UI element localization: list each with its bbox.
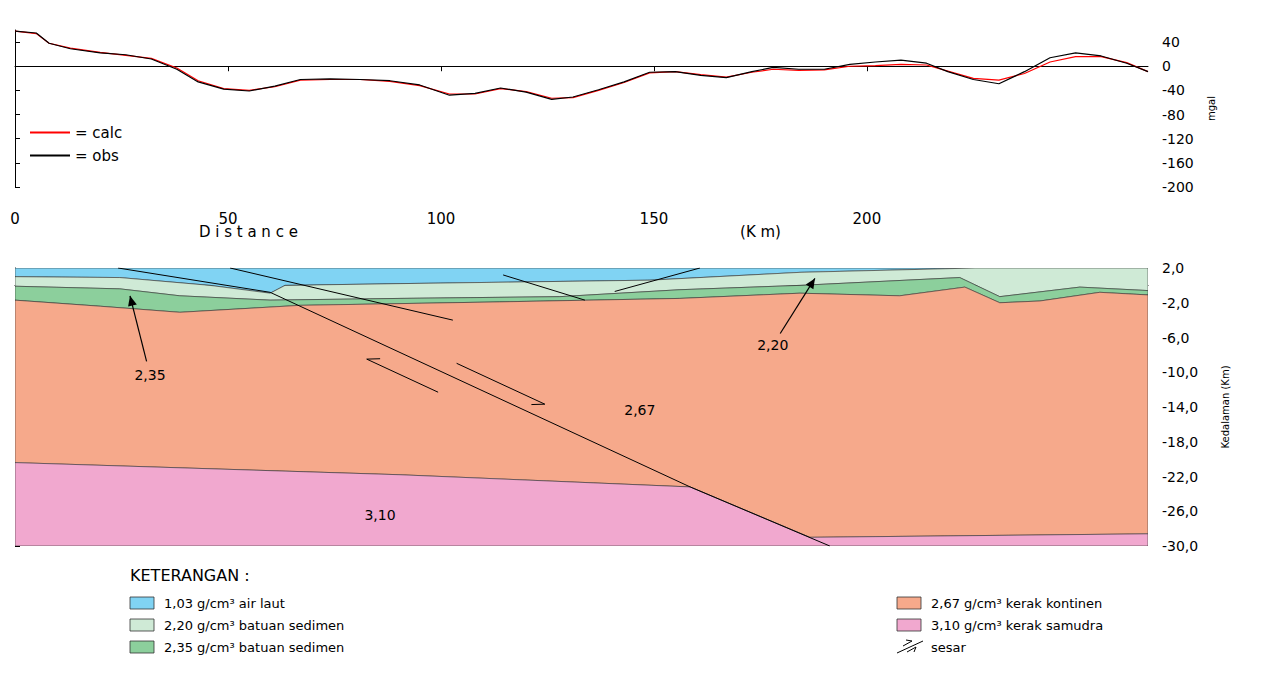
svg-text:-40: -40 (1162, 82, 1185, 98)
svg-text:-10,0: -10,0 (1162, 364, 1198, 380)
svg-text:-26,0: -26,0 (1162, 503, 1198, 519)
svg-text:-200: -200 (1162, 179, 1194, 195)
svg-text:2,35: 2,35 (134, 367, 165, 383)
svg-text:2,20: 2,20 (757, 337, 788, 353)
svg-text:= obs: = obs (75, 147, 119, 165)
svg-text:1,03 g/cm³ air laut: 1,03 g/cm³ air laut (164, 596, 285, 611)
svg-text:mgal: mgal (1206, 96, 1217, 121)
svg-text:150: 150 (640, 210, 669, 228)
svg-text:3,10 g/cm³ kerak samudra: 3,10 g/cm³ kerak samudra (931, 618, 1103, 633)
svg-text:100: 100 (427, 210, 456, 228)
svg-text:-120: -120 (1162, 131, 1194, 147)
svg-text:40: 40 (1162, 34, 1180, 50)
svg-text:2,20 g/cm³ batuan sedimen: 2,20 g/cm³ batuan sedimen (164, 618, 344, 633)
svg-text:2,0: 2,0 (1162, 260, 1184, 276)
svg-text:-2,0: -2,0 (1162, 295, 1189, 311)
svg-text:-30,0: -30,0 (1162, 538, 1198, 554)
svg-text:2,67 g/cm³ kerak kontinen: 2,67 g/cm³ kerak kontinen (931, 596, 1102, 611)
svg-text:-18,0: -18,0 (1162, 434, 1198, 450)
svg-text:= calc: = calc (75, 124, 122, 142)
svg-text:-160: -160 (1162, 155, 1194, 171)
svg-text:-14,0: -14,0 (1162, 399, 1198, 415)
svg-text:Kedalaman (Km): Kedalaman (Km) (1220, 365, 1231, 448)
svg-text:-22,0: -22,0 (1162, 469, 1198, 485)
svg-text:200: 200 (853, 210, 882, 228)
svg-text:0: 0 (1162, 58, 1171, 74)
svg-text:-6,0: -6,0 (1162, 330, 1189, 346)
svg-text:3,10: 3,10 (364, 507, 395, 523)
svg-text:sesar: sesar (931, 640, 967, 655)
svg-text:D i s t a n c e: D i s t a n c e (199, 223, 298, 241)
svg-text:2,35 g/cm³ batuan sedimen: 2,35 g/cm³ batuan sedimen (164, 640, 344, 655)
svg-text:2,67: 2,67 (624, 402, 655, 418)
svg-text:-80: -80 (1162, 107, 1185, 123)
svg-text:KETERANGAN :: KETERANGAN : (130, 566, 250, 585)
svg-text:50: 50 (218, 209, 238, 228)
svg-text:(K m): (K m) (740, 223, 781, 241)
svg-text:0: 0 (10, 210, 20, 228)
